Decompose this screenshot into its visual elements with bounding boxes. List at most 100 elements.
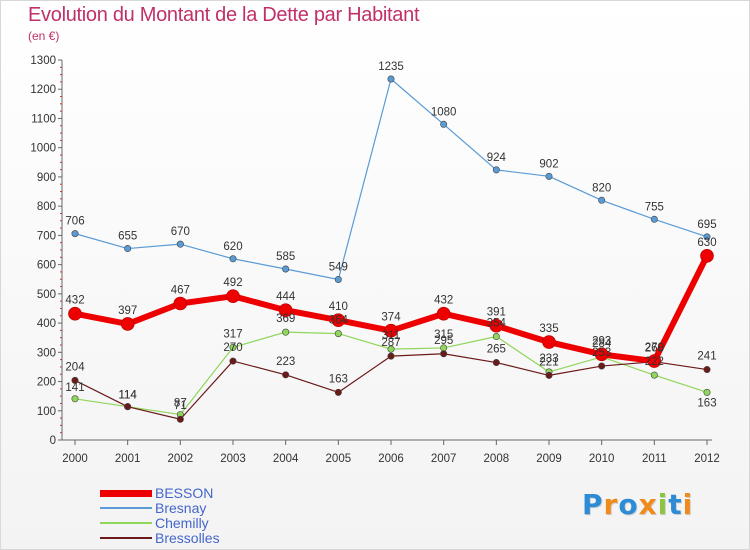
data-label-chemilly: 233 [539,353,558,365]
data-point-bressolles [124,403,132,411]
data-label-bressolles: 204 [65,361,85,373]
x-tick-label: 2003 [220,453,246,465]
data-point-chemilly [282,328,290,336]
y-tick-label: 200 [37,377,56,389]
data-point-besson [226,289,240,303]
legend-swatch [100,522,152,524]
logo-letter: t [668,488,683,521]
data-label-bressolles: 253 [592,347,611,359]
y-tick-label: 100 [37,406,56,418]
y-tick-label: 1300 [30,55,56,67]
data-label-besson: 492 [223,277,242,289]
data-point-bressolles [334,388,342,396]
y-tick-label: 1100 [31,113,56,125]
data-label-besson: 444 [276,291,296,303]
logo-letter: o [618,488,639,521]
data-label-besson: 432 [434,295,453,307]
data-point-besson [384,323,398,338]
data-point-bressolles [440,350,448,358]
data-label-chemilly: 163 [697,397,716,409]
data-point-bressolles [598,362,606,370]
legend-label: Chemilly [155,515,209,531]
x-tick-label: 2012 [694,453,720,465]
x-tick-label: 2007 [431,453,457,465]
data-point-besson [647,354,662,368]
legend-swatch [100,537,152,539]
legend-swatch [100,489,152,497]
data-point-chemilly [387,345,395,353]
data-label-bresnay: 820 [592,182,611,194]
data-label-chemilly: 369 [276,313,295,325]
data-label-besson: 335 [539,323,558,335]
data-point-chemilly [703,388,711,396]
data-label-chemilly: 222 [645,356,664,368]
y-tick-label: 500 [37,289,56,301]
data-point-bresnay [387,75,395,83]
data-label-bresnay: 1235 [378,61,404,73]
data-point-besson [700,249,714,263]
data-point-chemilly [229,343,237,351]
data-point-bresnay [650,215,658,223]
data-label-chemilly: 114 [118,390,137,402]
data-label-besson: 270 [645,342,664,354]
y-tick-label: 800 [37,201,56,213]
data-point-besson [594,347,609,362]
legend-label: Bresnay [155,500,207,516]
data-label-bresnay: 585 [276,251,295,263]
legend-swatch [100,507,152,509]
data-label-bresnay: 902 [539,158,558,170]
series-line-bresnay [74,78,708,281]
data-label-bressolles: 270 [223,342,242,354]
data-label-bressolles: 221 [539,356,558,368]
data-label-besson: 410 [329,301,348,313]
data-point-bressolles [176,415,184,423]
data-point-besson [278,303,293,318]
data-point-bressolles [703,366,711,374]
y-tick-label: 400 [37,318,56,330]
data-label-bressolles: 265 [487,344,506,356]
data-point-bresnay [229,255,237,263]
data-point-chemilly [71,395,79,403]
data-label-bresnay: 755 [645,201,664,213]
data-label-chemilly: 141 [65,382,84,394]
data-label-bressolles: 295 [434,335,453,347]
data-point-besson [68,306,82,321]
data-point-besson [120,317,135,331]
y-tick-label: 300 [37,347,56,359]
data-point-bresnay [598,196,606,204]
data-point-bressolles [387,352,395,360]
data-label-besson: 374 [381,312,401,324]
data-point-bresnay [440,120,448,128]
legend-label: BESSON [155,485,214,501]
proxiti-logo: Proxiti [582,488,693,521]
data-point-besson [542,335,556,349]
data-point-bresnay [545,172,553,180]
data-point-bresnay [703,233,711,241]
y-tick-label: 1000 [30,143,56,155]
data-label-besson: 293 [592,335,611,347]
data-label-chemilly: 317 [223,328,242,340]
data-label-bresnay: 1080 [431,106,457,118]
series-line-bressolles [74,353,708,420]
logo-letter: x [638,488,658,521]
data-label-bresnay: 695 [697,219,716,231]
y-tick-label: 0 [50,435,56,447]
data-label-chemilly: 315 [434,329,453,341]
data-point-chemilly [334,330,342,338]
data-point-besson [436,306,451,321]
data-point-bressolles [229,357,237,365]
data-label-besson: 397 [118,305,137,317]
data-point-chemilly [650,371,658,379]
x-tick-label: 2004 [273,453,299,465]
logo-letter: r [603,488,619,521]
data-label-bresnay: 549 [329,262,348,274]
data-label-besson: 630 [697,237,716,249]
y-tick-label: 600 [37,260,56,272]
data-label-bresnay: 670 [171,226,190,238]
data-label-chemilly: 284 [592,338,612,350]
x-tick-label: 2000 [62,453,88,465]
data-label-bresnay: 924 [487,152,507,164]
data-point-bressolles [545,371,553,379]
